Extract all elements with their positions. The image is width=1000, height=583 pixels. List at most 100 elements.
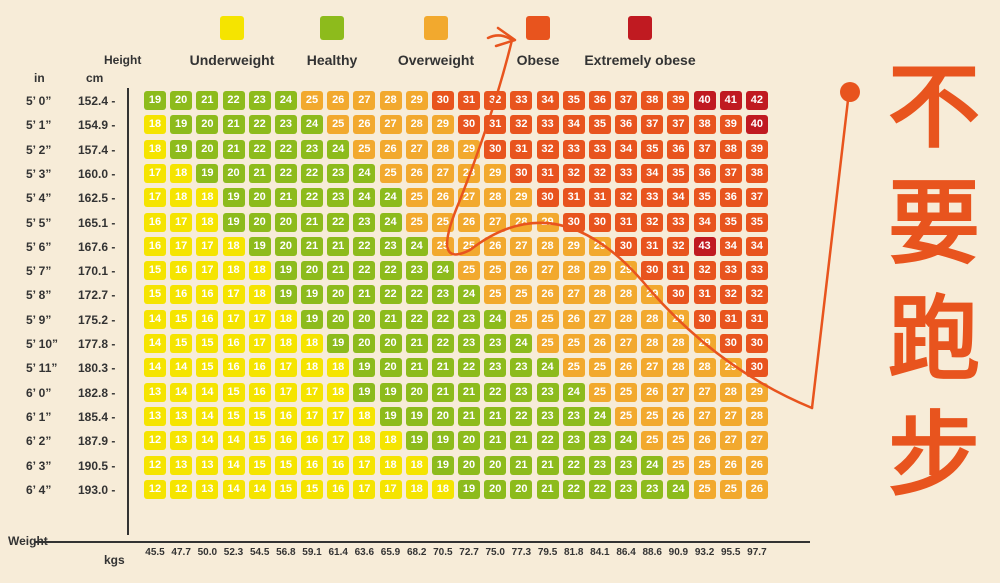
bmi-cell: 17 bbox=[196, 236, 219, 256]
bmi-cell: 29 bbox=[588, 261, 611, 281]
bmi-cell: 21 bbox=[222, 139, 245, 159]
bmi-cell: 39 bbox=[667, 91, 690, 110]
bmi-cell: 22 bbox=[484, 382, 507, 402]
height-in-tick: 5’ 11” bbox=[26, 361, 58, 376]
bmi-cell: 23 bbox=[484, 358, 507, 378]
bmi-cell: 13 bbox=[196, 455, 219, 475]
height-cm-tick: 182.8 - bbox=[78, 385, 116, 400]
bmi-cell: 24 bbox=[536, 358, 559, 378]
bmi-cell: 21 bbox=[458, 382, 481, 402]
bmi-cell: 22 bbox=[458, 358, 481, 378]
bmi-cell: 17 bbox=[301, 406, 324, 426]
weight-kg-tick: 75.0 bbox=[485, 547, 505, 558]
bmi-cell: 37 bbox=[719, 163, 742, 183]
bmi-cell: 25 bbox=[693, 455, 716, 475]
bmi-cell: 26 bbox=[379, 139, 402, 159]
bmi-cell: 32 bbox=[562, 163, 585, 183]
bmi-cell: 27 bbox=[484, 212, 507, 232]
bmi-cell: 27 bbox=[641, 358, 664, 378]
bmi-cell: 33 bbox=[562, 139, 585, 159]
bmi-cell: 34 bbox=[667, 188, 690, 208]
bmi-cell: 28 bbox=[745, 406, 768, 426]
bmi-cell: 30 bbox=[745, 334, 768, 353]
bmi-cell: 23 bbox=[510, 382, 533, 402]
bmi-cell: 22 bbox=[248, 115, 271, 135]
bmi-cell: 12 bbox=[170, 479, 193, 499]
weight-kg-tick: 72.7 bbox=[459, 547, 479, 558]
height-cm-tick: 175.2 - bbox=[78, 312, 116, 327]
bmi-cell: 23 bbox=[274, 115, 297, 135]
bmi-cell: 21 bbox=[431, 382, 454, 402]
bmi-cell: 27 bbox=[510, 236, 533, 256]
bmi-cell: 25 bbox=[667, 431, 690, 451]
bmi-cell: 30 bbox=[562, 212, 585, 232]
bmi-cell: 28 bbox=[667, 334, 690, 353]
bmi-cell: 21 bbox=[431, 358, 454, 378]
bmi-cell: 28 bbox=[536, 236, 559, 256]
bmi-cell: 28 bbox=[458, 163, 481, 183]
bmi-cell: 30 bbox=[719, 334, 742, 353]
bmi-cell: 24 bbox=[379, 212, 402, 232]
bmi-cell: 30 bbox=[431, 91, 454, 110]
bmi-cell: 17 bbox=[248, 334, 271, 353]
bmi-cell: 43 bbox=[693, 236, 716, 256]
bmi-cell: 27 bbox=[458, 188, 481, 208]
bmi-cell: 23 bbox=[562, 406, 585, 426]
bmi-cell: 24 bbox=[274, 91, 297, 110]
bmi-cell: 28 bbox=[431, 139, 454, 159]
bmi-cell: 14 bbox=[222, 455, 245, 475]
annotation-char-4: 步 bbox=[887, 402, 980, 509]
bmi-cell: 33 bbox=[667, 212, 690, 232]
bmi-cell: 14 bbox=[144, 309, 166, 329]
bmi-cell: 14 bbox=[196, 382, 219, 402]
bmi-cell: 16 bbox=[170, 261, 193, 281]
weight-kg-tick: 68.2 bbox=[406, 547, 427, 558]
bmi-cell: 16 bbox=[301, 431, 324, 451]
bmi-cell: 22 bbox=[222, 91, 245, 110]
weight-kg-tick: 56.8 bbox=[276, 547, 296, 558]
bmi-cell: 18 bbox=[170, 163, 193, 183]
height-in-tick: 5’ 5” bbox=[26, 215, 52, 230]
bmi-cell: 15 bbox=[274, 455, 297, 475]
bmi-cell: 21 bbox=[484, 406, 507, 426]
bmi-cell: 38 bbox=[745, 163, 768, 183]
weight-kg-tick: 86.4 bbox=[616, 547, 636, 558]
bmi-cell: 21 bbox=[222, 115, 245, 135]
bmi-cell: 15 bbox=[170, 309, 193, 329]
bmi-cell: 26 bbox=[562, 309, 585, 329]
bmi-cell: 20 bbox=[458, 455, 481, 475]
bmi-cell: 19 bbox=[301, 285, 324, 305]
bmi-cell: 16 bbox=[144, 236, 166, 256]
bmi-cell: 22 bbox=[301, 188, 324, 208]
bmi-cell: 17 bbox=[353, 479, 376, 499]
bmi-cell: 18 bbox=[222, 236, 245, 256]
bmi-cell: 18 bbox=[170, 188, 193, 208]
weight-kg-tick: 84.1 bbox=[590, 547, 610, 558]
bmi-cell: 30 bbox=[484, 139, 507, 159]
bmi-cell: 19 bbox=[405, 431, 428, 451]
bmi-cell: 34 bbox=[693, 212, 716, 232]
bmi-cell: 21 bbox=[327, 261, 350, 281]
bmi-cell: 27 bbox=[405, 139, 428, 159]
bmi-cell: 25 bbox=[562, 358, 585, 378]
bmi-cell: 19 bbox=[144, 91, 166, 110]
bmi-cell: 31 bbox=[510, 139, 533, 159]
bmi-cell: 27 bbox=[615, 334, 638, 353]
bmi-cell: 25 bbox=[405, 212, 428, 232]
bmi-cell: 29 bbox=[536, 212, 559, 232]
bmi-cell: 36 bbox=[667, 139, 690, 159]
bmi-cell: 20 bbox=[222, 163, 245, 183]
bmi-cell: 23 bbox=[641, 479, 664, 499]
bmi-cell: 15 bbox=[144, 285, 166, 305]
bmi-cell: 25 bbox=[615, 382, 638, 402]
bmi-cell: 31 bbox=[615, 212, 638, 232]
bmi-cell: 18 bbox=[405, 479, 428, 499]
bmi-cell: 21 bbox=[327, 236, 350, 256]
bmi-cell: 33 bbox=[510, 91, 533, 110]
bmi-cell: 15 bbox=[222, 406, 245, 426]
bmi-cell: 32 bbox=[745, 285, 768, 305]
bmi-cell: 33 bbox=[588, 139, 611, 159]
bmi-cell: 23 bbox=[615, 455, 638, 475]
bmi-cell: 15 bbox=[170, 334, 193, 353]
height-axis-label: Height bbox=[104, 53, 142, 67]
